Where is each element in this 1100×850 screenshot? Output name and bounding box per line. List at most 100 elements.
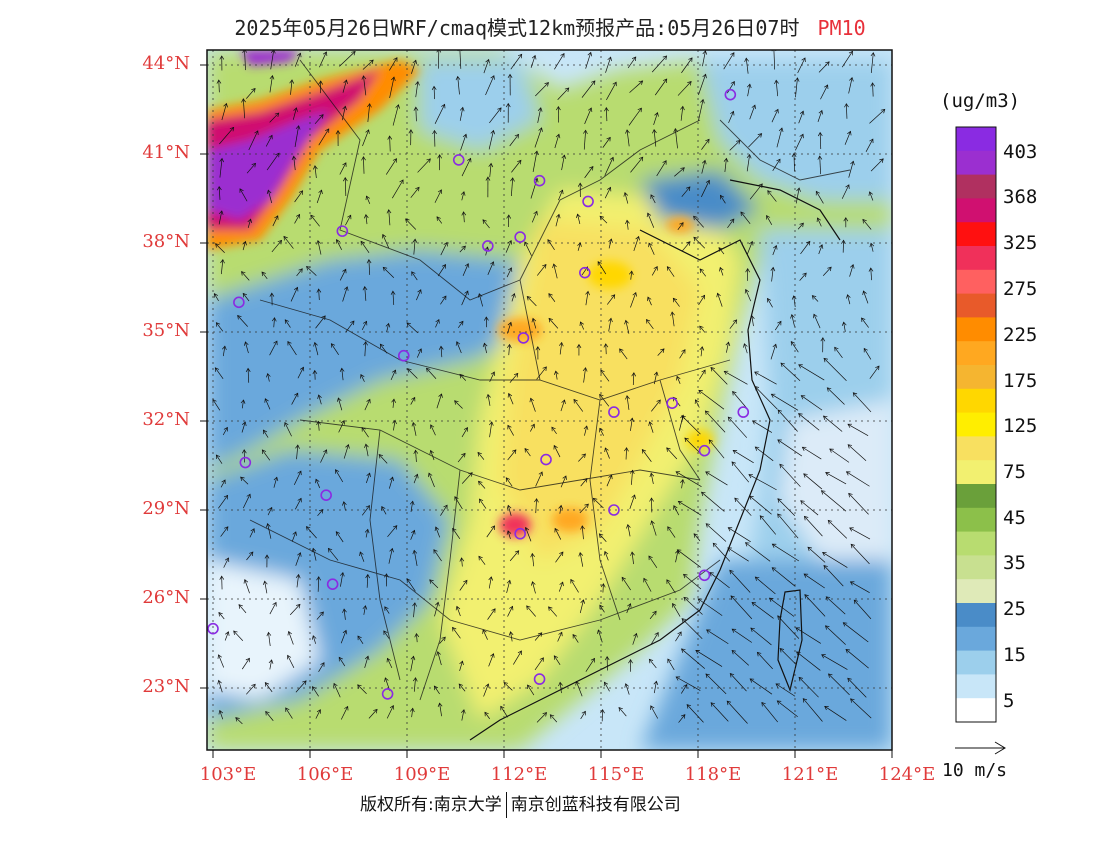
wind-vector — [680, 683, 688, 694]
wind-vector — [297, 366, 305, 379]
wind-vector — [558, 681, 563, 694]
wind-vector — [599, 427, 604, 436]
wind-vector — [320, 449, 328, 463]
wind-vector — [625, 395, 630, 410]
wind-vector — [537, 107, 543, 123]
wind-vector — [727, 416, 748, 438]
wind-vector — [749, 495, 772, 515]
wind-vector — [385, 158, 397, 175]
wind-vector — [804, 594, 826, 617]
wind-vector — [710, 366, 728, 385]
wind-vector — [731, 461, 750, 483]
wind-vector — [852, 392, 872, 413]
wind-vector — [524, 447, 531, 457]
wind-vector — [726, 80, 735, 94]
wind-vector — [219, 575, 225, 590]
colorbar-swatch — [956, 603, 996, 628]
lat-label: 44°N — [142, 53, 190, 74]
wind-vector — [774, 79, 779, 97]
wind-vector — [508, 631, 514, 642]
wind-vector — [452, 626, 461, 639]
wind-vector — [580, 525, 585, 540]
lon-label: 103°E — [199, 764, 257, 785]
wind-vector — [507, 321, 513, 334]
wind-vector — [388, 476, 395, 489]
wind-vector — [699, 268, 707, 277]
wind-vector — [482, 342, 488, 354]
wind-vector — [436, 50, 442, 69]
wind-vector — [216, 185, 222, 200]
wind-vector — [863, 347, 872, 360]
lon-label: 106°E — [296, 764, 354, 785]
wind-vector — [573, 398, 584, 412]
wind-vector — [310, 214, 320, 227]
wind-vector — [723, 370, 748, 385]
wind-vector — [608, 317, 613, 332]
wind-vector — [731, 628, 753, 643]
wind-vector — [389, 76, 396, 98]
wind-vector — [848, 76, 854, 94]
wind-vector — [624, 447, 629, 460]
wind-vector — [384, 606, 390, 614]
wind-vector — [530, 581, 536, 594]
wind-vector — [619, 348, 628, 360]
wind-vector — [683, 596, 703, 615]
pollutant-label: PM10 — [817, 16, 866, 40]
wind-vector — [264, 554, 270, 568]
colorbar-swatch — [956, 150, 996, 176]
wind-vector — [436, 651, 442, 666]
wind-vector — [535, 471, 543, 487]
wind-vector — [704, 410, 726, 433]
wind-vector — [364, 655, 370, 669]
wind-vector — [870, 52, 876, 73]
wind-vector — [630, 291, 637, 308]
wind-vector — [683, 573, 702, 590]
wind-vector — [461, 290, 469, 306]
wind-vector — [261, 271, 268, 280]
wind-vector — [845, 648, 869, 669]
wind-vector — [647, 296, 652, 306]
wind-vector — [318, 128, 330, 146]
wind-vector — [648, 421, 654, 433]
wind-vector — [269, 292, 275, 306]
wind-vector — [608, 238, 613, 249]
wind-vector — [291, 531, 297, 542]
wind-vector — [335, 130, 341, 146]
wind-vector — [681, 648, 706, 669]
wind-vector — [488, 653, 495, 667]
city-marker — [517, 332, 530, 344]
wind-vector — [841, 50, 853, 68]
credit-line: 版权所有:南京大学 南京创蓝科技有限公司 — [360, 790, 681, 818]
wind-vector — [754, 576, 776, 595]
wind-vector — [459, 557, 465, 567]
wind-vector — [849, 527, 871, 540]
wind-vector — [705, 523, 727, 542]
wind-vector — [240, 399, 246, 409]
wind-vector — [484, 711, 491, 720]
wind-vector — [743, 343, 748, 354]
wind-vector — [650, 705, 659, 719]
city-marker — [540, 453, 552, 466]
wind-vector — [318, 662, 325, 672]
wind-vector — [220, 526, 229, 537]
wind-vector — [429, 424, 436, 436]
wind-vector — [723, 52, 735, 70]
city-markers — [207, 88, 750, 700]
wind-vector — [536, 712, 548, 723]
colorbar-frame — [955, 126, 997, 723]
wind-vector — [629, 494, 636, 509]
title-text: 2025年05月26日WRF/cmaq模式12km预报产品:05月26日07时 — [234, 16, 800, 40]
wind-vector — [818, 244, 824, 255]
wind-vector — [557, 631, 563, 642]
wind-vector — [489, 371, 496, 382]
wind-vector — [365, 573, 371, 588]
wind-vector — [532, 150, 539, 173]
wind-vector — [577, 182, 583, 197]
wind-vector — [653, 680, 659, 694]
wind-vector — [273, 476, 279, 488]
city-marker — [533, 673, 546, 685]
wind-vector — [382, 266, 395, 278]
wind-vector — [718, 247, 725, 255]
wind-vector — [415, 80, 420, 98]
wind-vector — [667, 658, 675, 671]
